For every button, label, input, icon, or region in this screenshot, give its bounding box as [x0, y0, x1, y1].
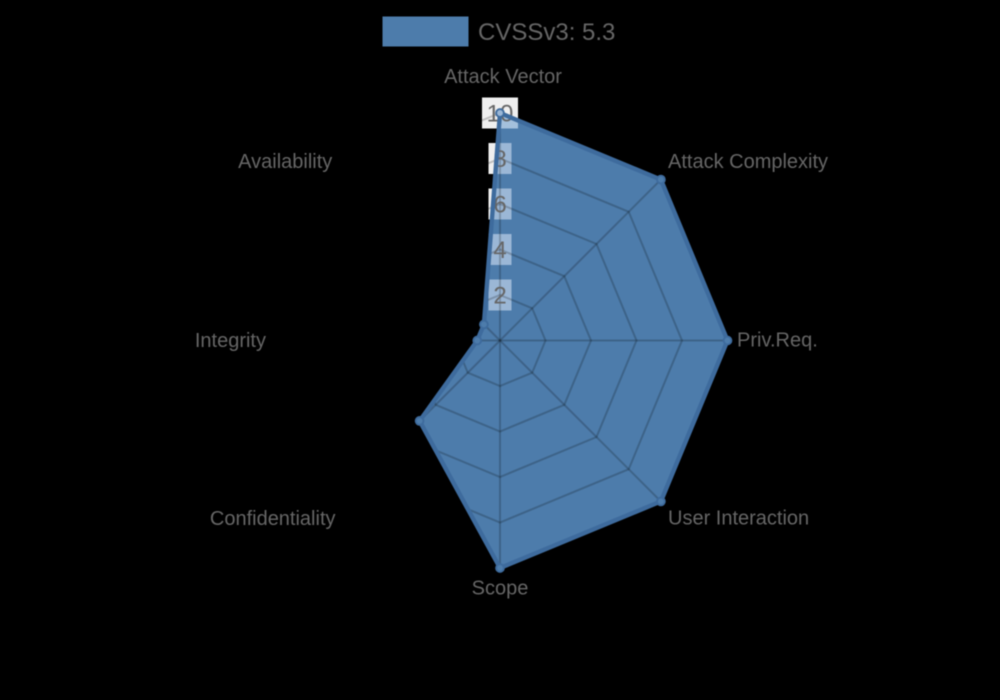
svg-text:6: 6: [493, 192, 506, 219]
svg-text:Scope: Scope: [472, 578, 529, 600]
svg-text:Attack Complexity: Attack Complexity: [668, 151, 828, 173]
svg-text:User Interaction: User Interaction: [668, 508, 809, 530]
svg-text:Availability: Availability: [238, 151, 332, 173]
svg-text:CVSSv3: 5.3: CVSSv3: 5.3: [478, 19, 615, 46]
svg-text:Priv.Req.: Priv.Req.: [737, 330, 818, 352]
svg-text:2: 2: [493, 283, 506, 310]
svg-text:Confidentiality: Confidentiality: [210, 508, 336, 530]
svg-text:Integrity: Integrity: [195, 330, 266, 352]
svg-text:4: 4: [493, 237, 506, 264]
svg-text:Attack Vector: Attack Vector: [444, 66, 562, 88]
